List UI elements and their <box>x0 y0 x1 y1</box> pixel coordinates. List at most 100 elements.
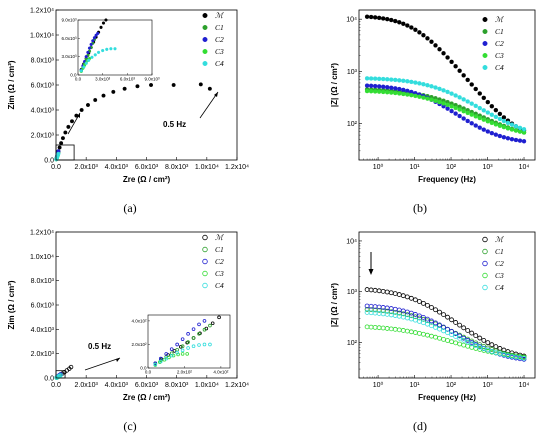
data-point <box>445 326 450 332</box>
x-axis-label: Frequency (Hz) <box>418 393 476 402</box>
inset: 0.0 2.0x10² 4.0x10² 0.0 2.0x10² 4.0x10² <box>131 314 231 375</box>
legend-label: C4 <box>495 63 504 72</box>
data-point <box>433 98 438 104</box>
inset-data-point <box>99 25 103 29</box>
x-tick-label: 1.0x10⁴ <box>195 382 219 389</box>
inset-data-point <box>208 323 212 328</box>
data-point <box>385 85 390 90</box>
data-point <box>425 321 430 327</box>
y-tick-label: 10⁴ <box>346 238 357 245</box>
inset-series-C4 <box>153 342 212 367</box>
x-tick-label: 10² <box>446 382 457 389</box>
data-point <box>433 320 438 326</box>
legend-marker <box>202 258 208 265</box>
data-point <box>433 324 438 330</box>
data-point <box>461 342 467 348</box>
data-point <box>449 332 454 337</box>
y-tick-label: 8.0x10³ <box>31 278 55 285</box>
data-point <box>477 115 482 121</box>
data-point <box>465 110 470 116</box>
inset-data-point <box>89 42 93 47</box>
data-point <box>408 329 414 335</box>
data-point <box>135 84 140 89</box>
y-tick-label: 10⁴ <box>346 17 357 24</box>
data-point <box>493 122 499 127</box>
data-point <box>405 79 410 84</box>
data-point <box>461 73 466 78</box>
data-point <box>477 335 483 341</box>
panel-label: (c) <box>123 419 136 433</box>
inset-data-point <box>202 319 207 323</box>
data-point <box>481 95 486 101</box>
data-point <box>465 118 470 124</box>
y-axis-label: Zim (Ω / cm²) <box>7 280 16 329</box>
series-C4 <box>364 76 527 132</box>
inset-data-point <box>158 358 163 363</box>
data-point <box>429 39 434 44</box>
inset-data-point <box>185 352 189 356</box>
inset-data-point <box>84 55 88 59</box>
data-point <box>421 82 426 87</box>
data-point <box>412 330 418 335</box>
data-point <box>501 124 507 130</box>
zoom-box <box>55 370 66 379</box>
legend-label: C4 <box>495 283 504 292</box>
data-point <box>473 103 478 109</box>
data-point <box>485 99 491 105</box>
inset-data-point <box>176 352 180 357</box>
y-tick-label: 1.0x10⁴ <box>30 33 54 40</box>
inset-series-C4 <box>79 47 117 73</box>
legend-label: ℳ <box>495 235 504 244</box>
data-point <box>465 99 470 104</box>
data-point <box>517 138 523 143</box>
data-point <box>457 322 463 328</box>
legend-marker <box>482 29 488 35</box>
data-point <box>393 90 398 96</box>
data-point <box>513 124 519 129</box>
data-point <box>171 82 176 87</box>
annotation-label: 0.5 Hz <box>88 342 111 351</box>
legend-label: C3 <box>495 51 504 60</box>
legend-marker <box>202 234 208 241</box>
data-point <box>481 337 487 343</box>
data-point <box>101 93 106 98</box>
data-point <box>412 312 418 317</box>
data-point <box>393 77 398 83</box>
data-point <box>457 113 462 119</box>
inset-data-point <box>180 348 185 353</box>
x-tick-label: 8.0x10³ <box>165 382 189 389</box>
data-point <box>400 293 406 299</box>
data-point <box>409 79 414 85</box>
inset-data-point <box>191 336 196 340</box>
inset-data-point <box>186 346 190 350</box>
data-point <box>425 302 430 308</box>
data-point <box>517 125 523 131</box>
inset-data-point <box>113 47 117 51</box>
data-point <box>469 112 474 117</box>
annotation-arrowhead <box>116 358 120 362</box>
data-point <box>437 335 442 341</box>
inset-x-tick-label: 0.0 <box>75 77 82 82</box>
y-tick-label: 2.0x10³ <box>31 133 55 140</box>
y-tick-label: 6.0x10³ <box>31 303 55 310</box>
data-point <box>457 341 463 347</box>
panel-a: 0.0 2.0x10³ 4.0x10³ 6.0x10³ 8.0x10³ 1.0x10⁴ 1.… <box>7 8 249 216</box>
legend-marker <box>202 282 208 289</box>
inset-data-point <box>90 55 94 59</box>
data-point <box>384 326 390 331</box>
data-point <box>429 97 434 102</box>
legend-label: C3 <box>215 269 224 278</box>
inset-data-point <box>91 39 95 43</box>
data-point <box>505 126 511 131</box>
inset-data-point <box>79 69 83 73</box>
data-point <box>405 23 410 28</box>
panel-d: 10⁰ 10¹ 10² 10³ 10⁴ 10² 10³ 10⁴ Frequency (Hz) |Z… <box>330 231 536 433</box>
inset-data-point <box>171 353 176 358</box>
data-point <box>380 288 386 294</box>
legend-label: C2 <box>215 35 224 44</box>
data-point <box>404 294 410 300</box>
data-point <box>445 55 450 60</box>
zoom-arrowhead <box>77 113 80 118</box>
data-point <box>389 90 394 95</box>
